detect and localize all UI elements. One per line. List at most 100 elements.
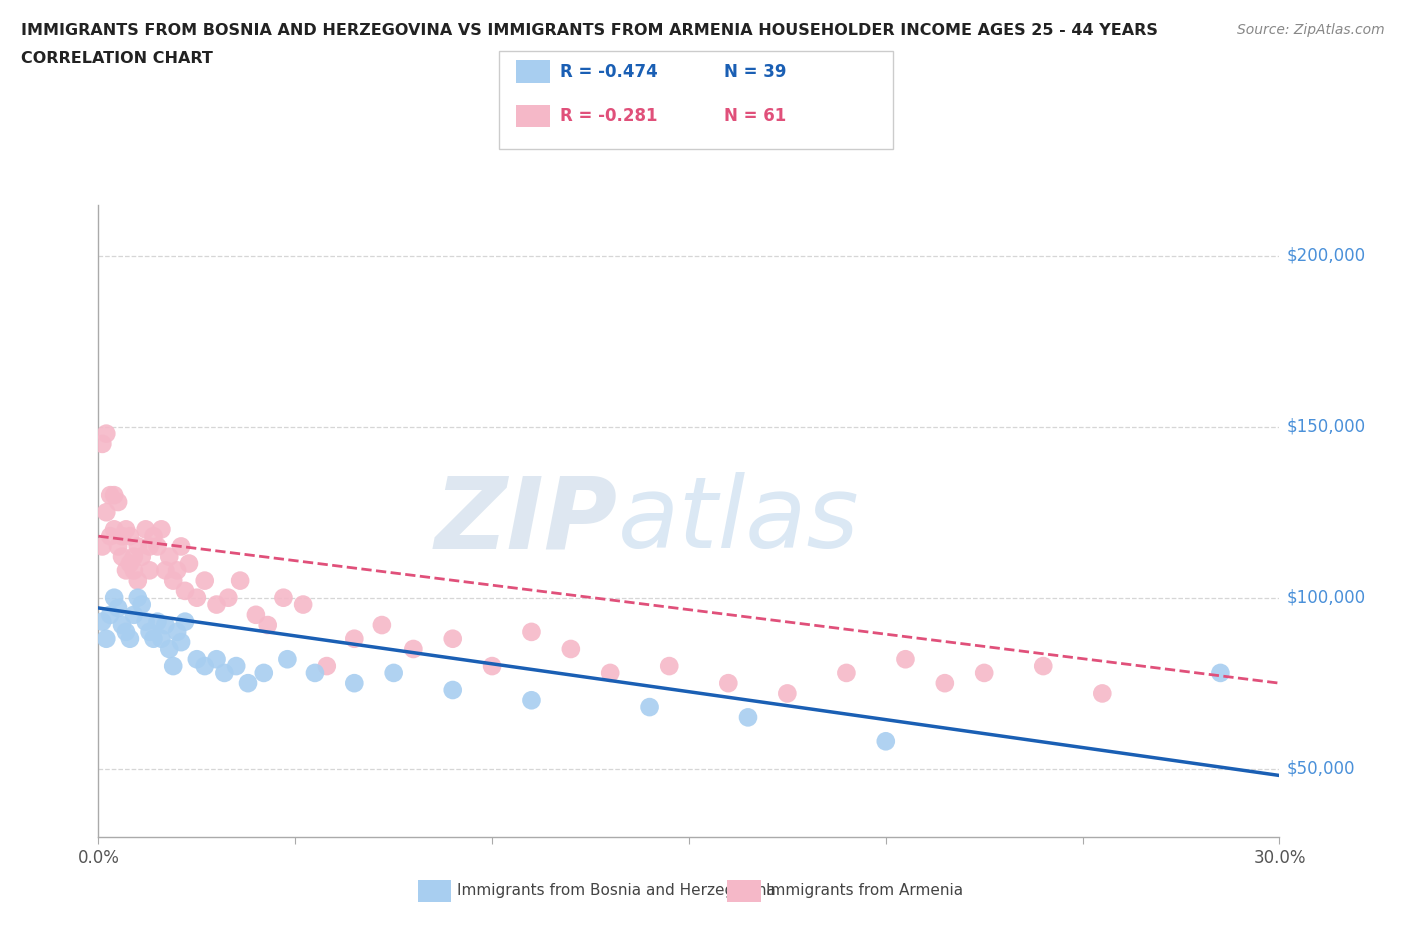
Point [157, 550, 180, 565]
Point [115, 522, 138, 537]
Point [402, 642, 425, 657]
Point [122, 563, 145, 578]
Point [135, 614, 157, 629]
Point [142, 631, 165, 646]
Point [292, 597, 315, 612]
Point [894, 652, 917, 667]
Point [186, 591, 208, 605]
Point [150, 631, 173, 646]
Point [205, 652, 228, 667]
Point [111, 618, 134, 632]
Point [343, 631, 366, 646]
Point [1032, 658, 1054, 673]
Point [638, 699, 661, 714]
Point [150, 522, 173, 537]
Point [138, 563, 160, 578]
Point [236, 676, 259, 691]
Point [155, 618, 177, 632]
Point [155, 563, 177, 578]
Point [118, 529, 141, 544]
Text: N = 39: N = 39 [724, 62, 786, 81]
Point [194, 658, 217, 673]
Point [371, 618, 394, 632]
Point [103, 522, 125, 537]
Point [122, 550, 145, 565]
Point [91, 436, 114, 451]
Point [441, 683, 464, 698]
Text: Source: ZipAtlas.com: Source: ZipAtlas.com [1237, 23, 1385, 37]
Point [166, 624, 188, 639]
Text: IMMIGRANTS FROM BOSNIA AND HERZEGOVINA VS IMMIGRANTS FROM ARMENIA HOUSEHOLDER IN: IMMIGRANTS FROM BOSNIA AND HERZEGOVINA V… [21, 23, 1159, 38]
Text: atlas: atlas [619, 472, 859, 569]
Point [441, 631, 464, 646]
Text: Immigrants from Armenia: Immigrants from Armenia [766, 883, 963, 897]
Point [382, 666, 405, 681]
Point [217, 591, 239, 605]
Point [118, 631, 141, 646]
Point [276, 652, 298, 667]
Point [174, 583, 197, 598]
Point [875, 734, 897, 749]
Point [98, 487, 121, 502]
Point [91, 539, 114, 554]
Text: $50,000: $50,000 [1286, 760, 1355, 777]
Point [520, 624, 543, 639]
Point [98, 529, 121, 544]
Point [122, 607, 145, 622]
Point [170, 634, 193, 649]
Point [737, 710, 759, 724]
Text: Immigrants from Bosnia and Herzegovina: Immigrants from Bosnia and Herzegovina [457, 883, 776, 897]
Point [107, 539, 129, 554]
Text: CORRELATION CHART: CORRELATION CHART [21, 51, 212, 66]
Point [107, 495, 129, 510]
Point [131, 597, 153, 612]
Point [256, 618, 278, 632]
Point [118, 556, 141, 571]
Point [146, 539, 169, 554]
Text: $100,000: $100,000 [1286, 589, 1365, 606]
Point [127, 539, 149, 554]
Point [166, 563, 188, 578]
Point [96, 426, 118, 441]
Point [186, 652, 208, 667]
Point [98, 607, 121, 622]
Text: ZIP: ZIP [434, 472, 619, 569]
Point [115, 624, 138, 639]
Point [170, 539, 193, 554]
Point [776, 686, 799, 701]
Point [111, 529, 134, 544]
Point [142, 529, 165, 544]
Point [177, 556, 200, 571]
Text: R = -0.474: R = -0.474 [560, 62, 658, 81]
Text: $150,000: $150,000 [1286, 418, 1365, 436]
Point [138, 539, 160, 554]
Point [107, 601, 129, 616]
Text: R = -0.281: R = -0.281 [560, 107, 657, 126]
Point [103, 487, 125, 502]
Point [214, 666, 236, 681]
Point [225, 658, 247, 673]
Point [157, 642, 180, 657]
Point [717, 676, 740, 691]
Point [111, 550, 134, 565]
Point [1209, 666, 1232, 681]
Point [205, 597, 228, 612]
Point [127, 591, 149, 605]
Text: N = 61: N = 61 [724, 107, 786, 126]
Point [115, 563, 138, 578]
Point [658, 658, 681, 673]
Point [162, 573, 184, 588]
Point [245, 607, 267, 622]
Point [481, 658, 503, 673]
Point [138, 624, 160, 639]
Point [253, 666, 276, 681]
Point [131, 550, 153, 565]
Point [304, 666, 326, 681]
Point [146, 614, 169, 629]
Point [520, 693, 543, 708]
Point [127, 573, 149, 588]
Point [1091, 686, 1114, 701]
Point [934, 676, 956, 691]
Point [229, 573, 252, 588]
Point [343, 676, 366, 691]
